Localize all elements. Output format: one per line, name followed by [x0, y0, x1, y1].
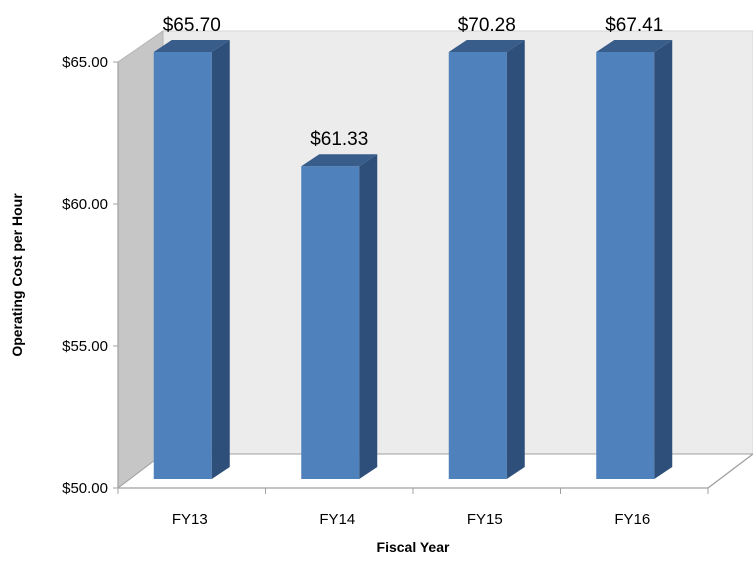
bar-side [211, 40, 230, 479]
bar-top [153, 40, 230, 52]
bar-side [359, 154, 378, 479]
x-axis-title: Fiscal Year [377, 539, 450, 555]
bar-top [596, 40, 673, 52]
x-tick-label: FY13 [172, 511, 208, 528]
bar-front [153, 52, 212, 479]
y-axis-ticks: $50.00 $55.00 $60.00 $65.00 [62, 54, 118, 497]
y-tick-label: $60.00 [62, 196, 108, 213]
bar-front [301, 166, 360, 479]
bar-side [654, 40, 673, 479]
y-tick-label: $55.00 [62, 338, 108, 355]
x-tick-label: FY15 [467, 511, 503, 528]
x-tick-label: FY16 [614, 511, 650, 528]
bar-data-label: $65.70 [163, 15, 221, 36]
bar-data-label: $67.41 [605, 15, 663, 36]
bar-data-label: $70.28 [458, 15, 516, 36]
bar-top [448, 40, 525, 52]
y-tick-label: $50.00 [62, 480, 108, 497]
bars: $65.70 $61.33 $70.28 $67.41 [153, 15, 673, 479]
bar-front [596, 52, 655, 479]
y-tick-label: $65.00 [62, 54, 108, 71]
x-tick-label: FY14 [319, 511, 355, 528]
floor-right-edge [707, 453, 753, 489]
bar-front [448, 52, 507, 479]
bar-side [506, 40, 525, 479]
bar-top [301, 154, 378, 167]
x-axis-ticks: FY13 FY14 FY15 FY16 [117, 488, 709, 528]
bar-data-label: $61.33 [310, 129, 368, 150]
y-axis-title: Operating Cost per Hour [9, 193, 25, 357]
